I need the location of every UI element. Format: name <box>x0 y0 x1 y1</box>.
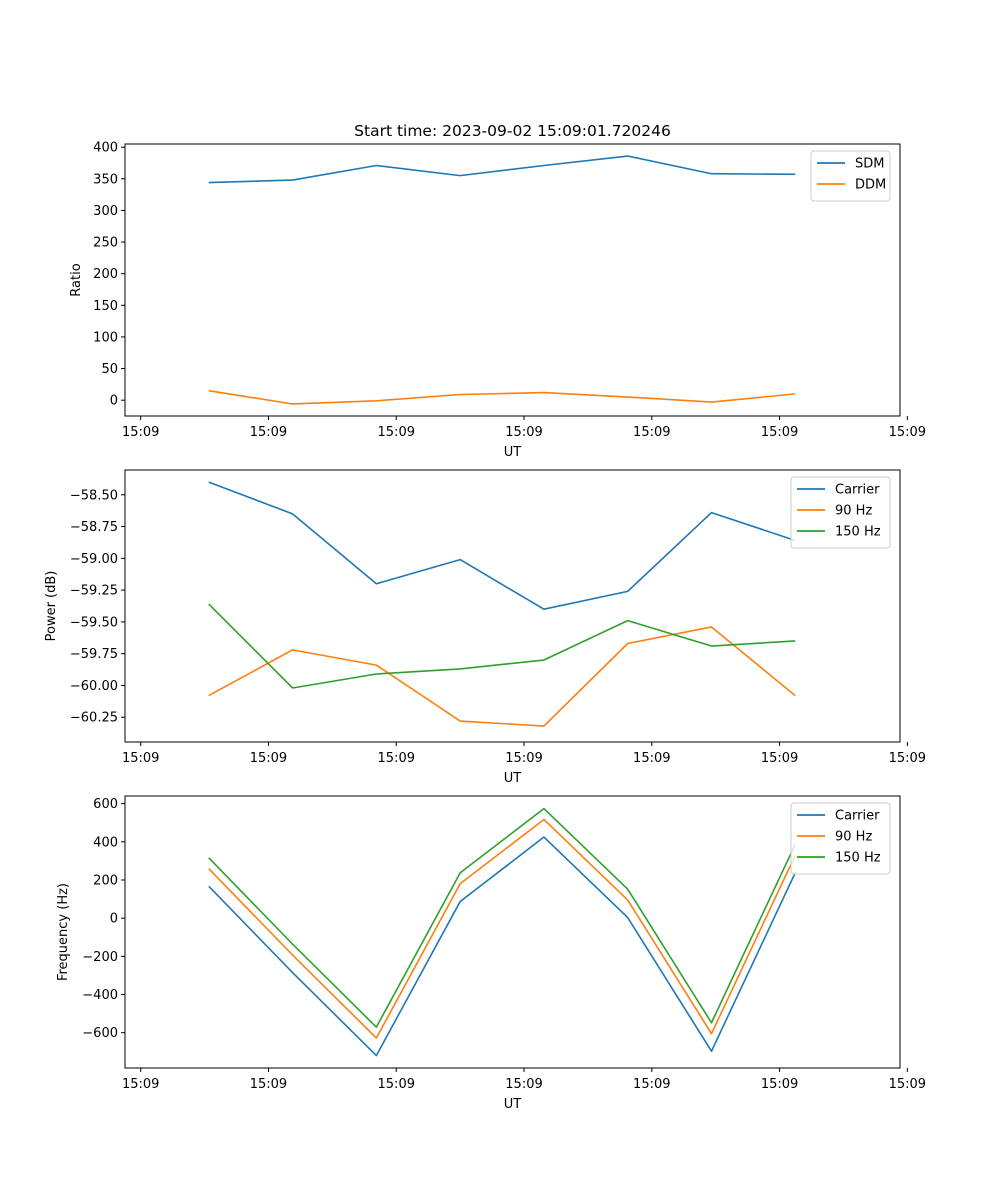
x-tick-label: 15:09 <box>378 1077 415 1092</box>
y-tick-label: 200 <box>93 873 118 888</box>
y-tick-label: 100 <box>93 330 118 345</box>
y-tick-label: −600 <box>82 1026 118 1041</box>
x-tick-label: 15:09 <box>378 751 415 766</box>
x-axis-label: UT <box>504 1097 522 1112</box>
y-tick-label: 50 <box>101 362 118 377</box>
y-tick-label: −400 <box>82 988 118 1003</box>
x-tick-label: 15:09 <box>633 425 670 440</box>
frequency-panel: 15:09 15:09 15:09 15:09 15:09 15:09 15:09 −600… <box>56 795 926 1112</box>
chart-title: Start time: 2023-09-02 15:09:01.720246 <box>354 122 671 140</box>
legend-label: Carrier <box>835 809 880 824</box>
x-tick-label: 15:09 <box>250 751 287 766</box>
x-axis-label: UT <box>504 445 522 460</box>
x-tick-label: 15:09 <box>633 1077 670 1092</box>
x-tick-label: 15:09 <box>761 751 798 766</box>
y-tick-label: −59.25 <box>70 584 118 599</box>
series-line-150-hz <box>208 807 796 1028</box>
series-line-carrier <box>208 481 796 610</box>
y-tick-label: 150 <box>93 299 118 314</box>
legend-label: 150 Hz <box>835 851 881 866</box>
plot-area-frame <box>124 143 901 417</box>
legend-label: SDM <box>855 157 884 172</box>
legend-label: Carrier <box>835 483 880 498</box>
x-tick-label: 15:09 <box>122 425 159 440</box>
x-tick-label: 15:09 <box>122 1077 159 1092</box>
y-tick-label: −58.75 <box>70 520 118 535</box>
plot-area-frame <box>124 469 901 743</box>
x-tick-label: 15:09 <box>761 425 798 440</box>
x-tick-label: 15:09 <box>761 1077 798 1092</box>
series-line-90-hz <box>208 626 796 727</box>
legend-label: 90 Hz <box>835 830 872 845</box>
series-line-ddm <box>208 389 796 405</box>
x-tick-label: 15:09 <box>889 425 926 440</box>
y-tick-label: 350 <box>93 172 118 187</box>
y-tick-label: 200 <box>93 267 118 282</box>
x-tick-label: 15:09 <box>889 751 926 766</box>
y-tick-label: 600 <box>93 797 118 812</box>
legend-label: 90 Hz <box>835 504 872 519</box>
y-axis-label: Frequency (Hz) <box>56 883 71 981</box>
y-tick-label: −60.25 <box>70 711 118 726</box>
plot-area-frame <box>124 795 901 1069</box>
series-line-sdm <box>208 155 796 184</box>
series-line-carrier <box>208 836 796 1057</box>
y-tick-label: 0 <box>110 394 118 409</box>
y-tick-label: −58.50 <box>70 488 118 503</box>
x-tick-label: 15:09 <box>505 1077 542 1092</box>
x-tick-label: 15:09 <box>889 1077 926 1092</box>
legend-label: 150 Hz <box>835 525 881 540</box>
series-line-90-hz <box>208 818 796 1039</box>
y-tick-label: −200 <box>82 950 118 965</box>
y-tick-label: −59.00 <box>70 552 118 567</box>
x-tick-label: 15:09 <box>122 751 159 766</box>
y-tick-label: 0 <box>110 912 118 927</box>
x-tick-label: 15:09 <box>505 751 542 766</box>
power-panel: 15:09 15:09 15:09 15:09 15:09 15:09 15:09 −60.… <box>44 469 926 786</box>
x-tick-label: 15:09 <box>505 425 542 440</box>
y-tick-label: 400 <box>93 835 118 850</box>
y-tick-label: 300 <box>93 204 118 219</box>
x-tick-label: 15:09 <box>250 425 287 440</box>
x-tick-label: 15:09 <box>250 1077 287 1092</box>
ratio-panel: Start time: 2023-09-02 15:09:01.720246 1… <box>69 122 926 460</box>
x-tick-label: 15:09 <box>633 751 670 766</box>
y-axis-label: Ratio <box>69 263 84 296</box>
y-tick-label: −59.75 <box>70 647 118 662</box>
y-axis-label: Power (dB) <box>44 571 59 642</box>
y-tick-label: 250 <box>93 236 118 251</box>
y-tick-label: −59.50 <box>70 615 118 630</box>
y-tick-label: 400 <box>93 141 118 156</box>
x-axis-label: UT <box>504 771 522 786</box>
x-tick-label: 15:09 <box>378 425 415 440</box>
series-line-150-hz <box>208 603 796 689</box>
y-tick-label: −60.00 <box>70 679 118 694</box>
legend-label: DDM <box>855 178 886 193</box>
